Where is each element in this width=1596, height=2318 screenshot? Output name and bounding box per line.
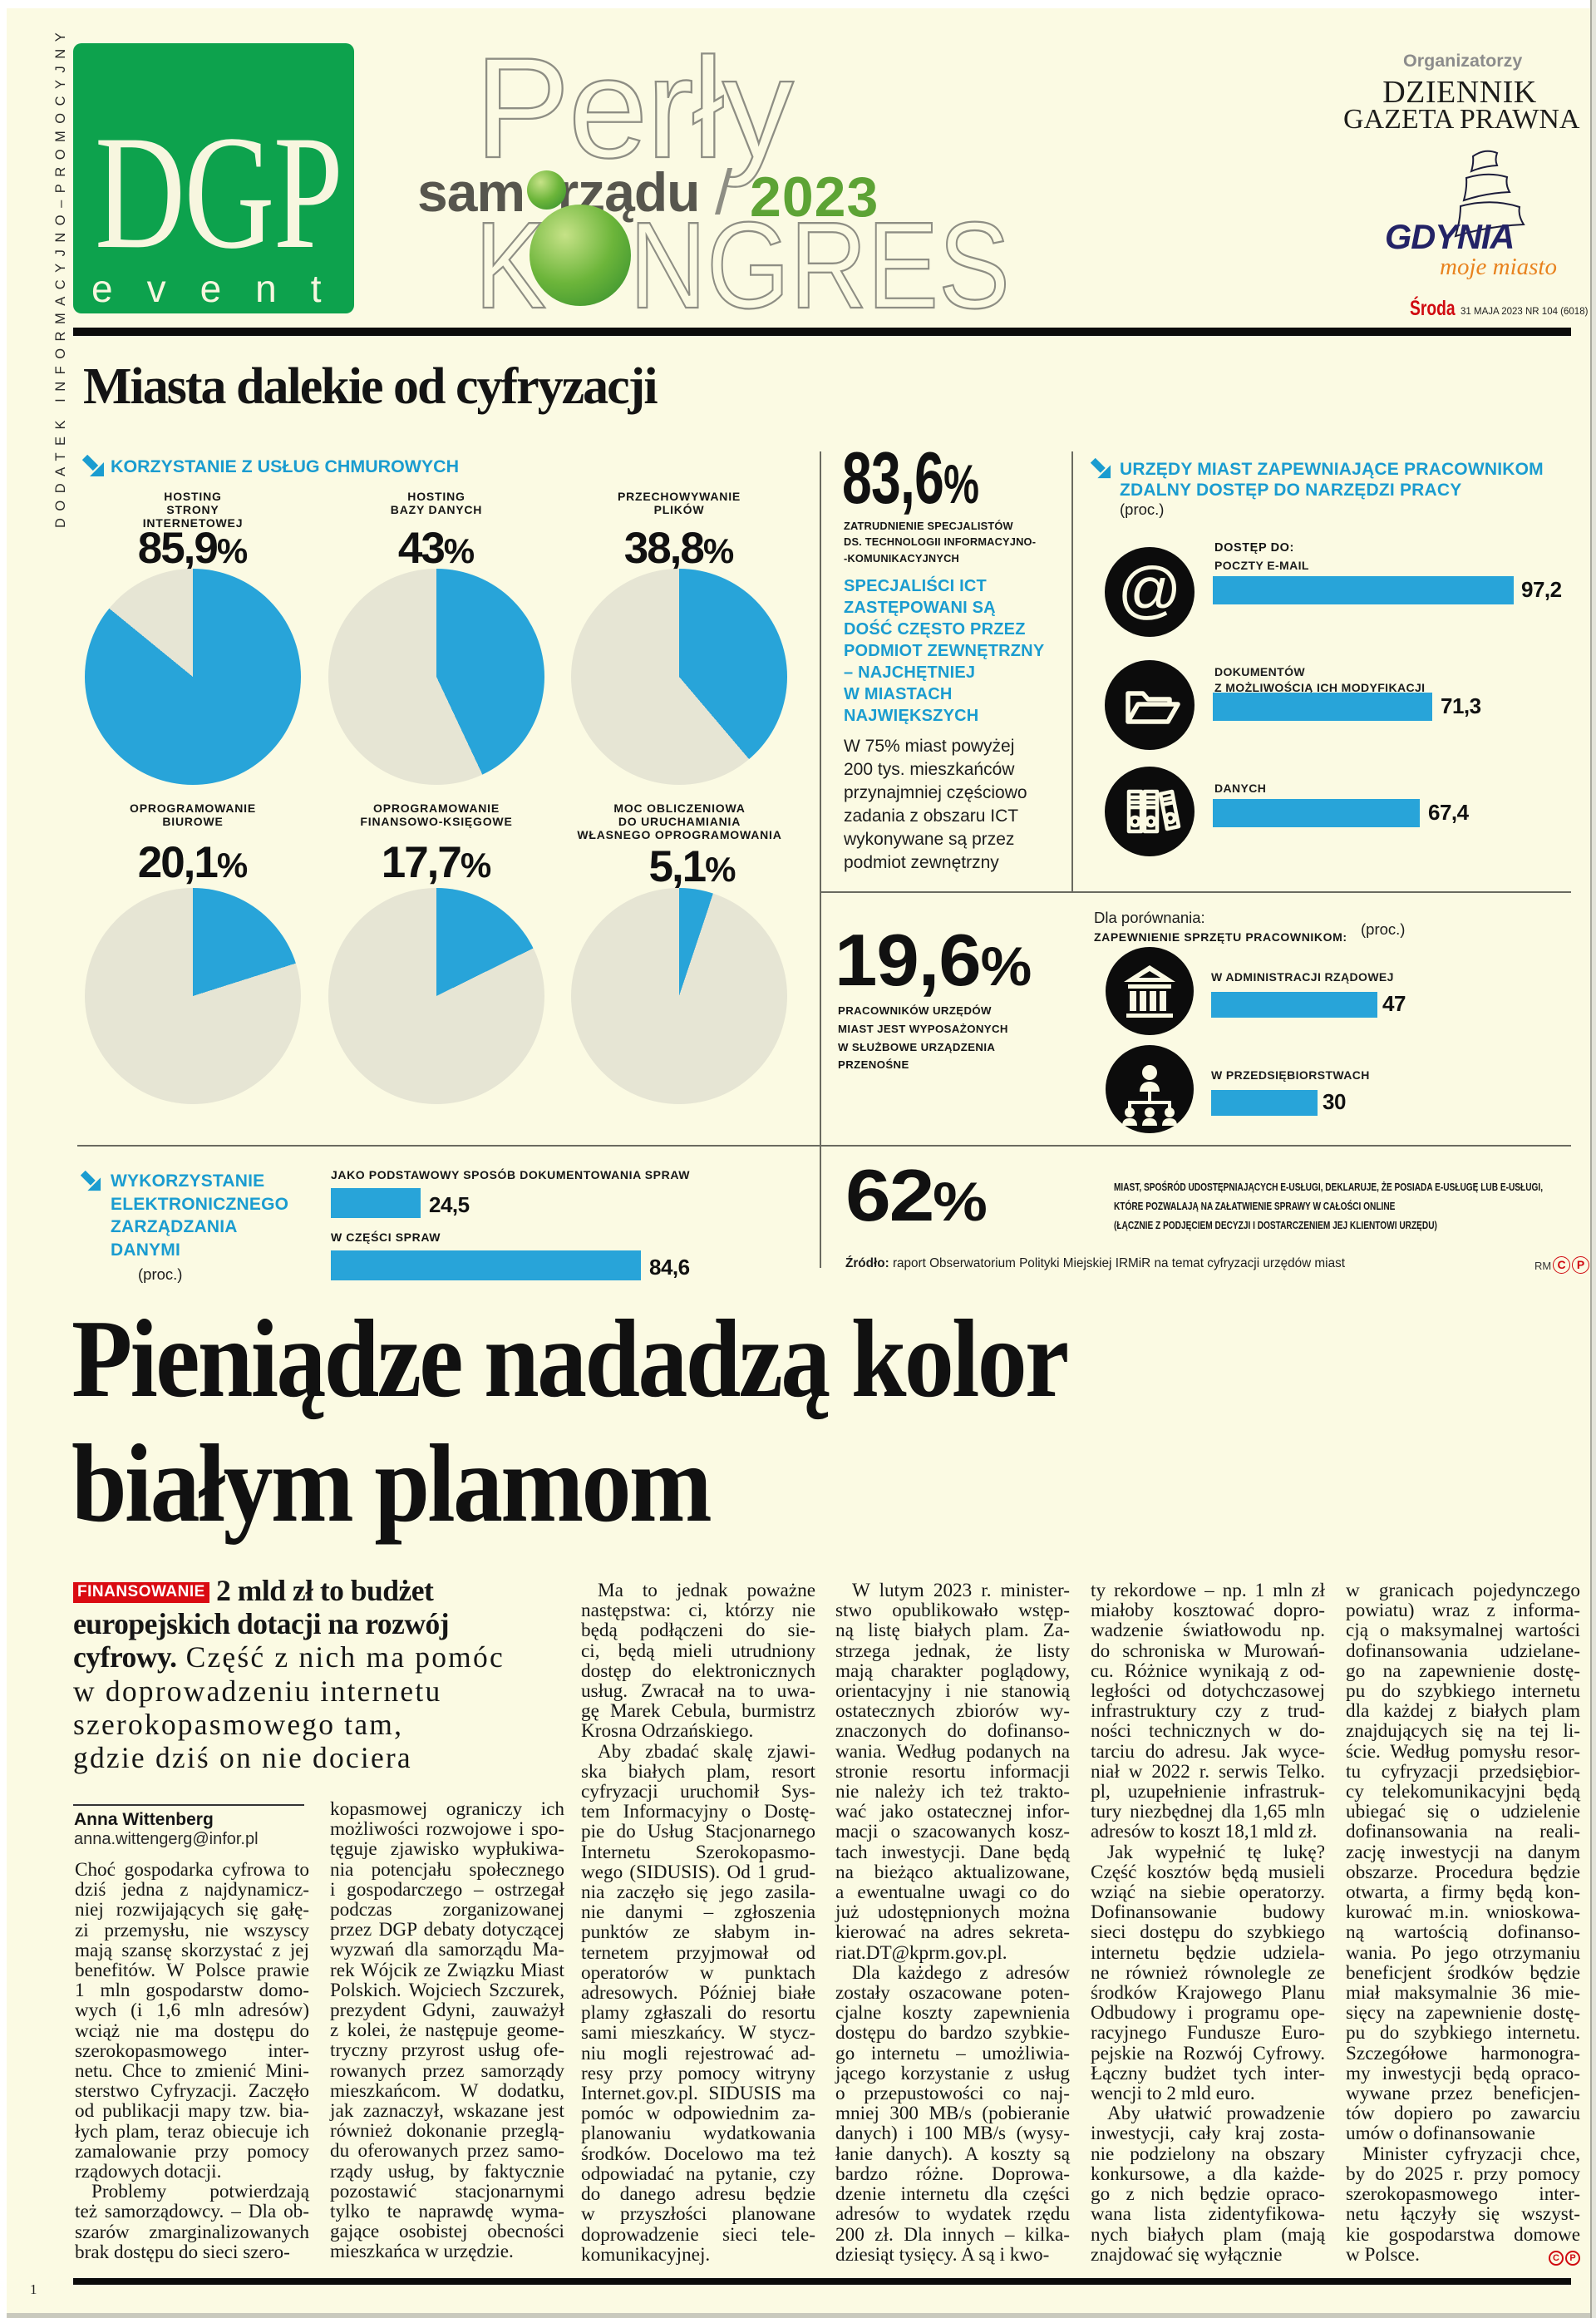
svg-text:GDYNIA: GDYNIA: [1385, 217, 1514, 256]
svg-text:moje miasto: moje miasto: [1440, 254, 1557, 280]
